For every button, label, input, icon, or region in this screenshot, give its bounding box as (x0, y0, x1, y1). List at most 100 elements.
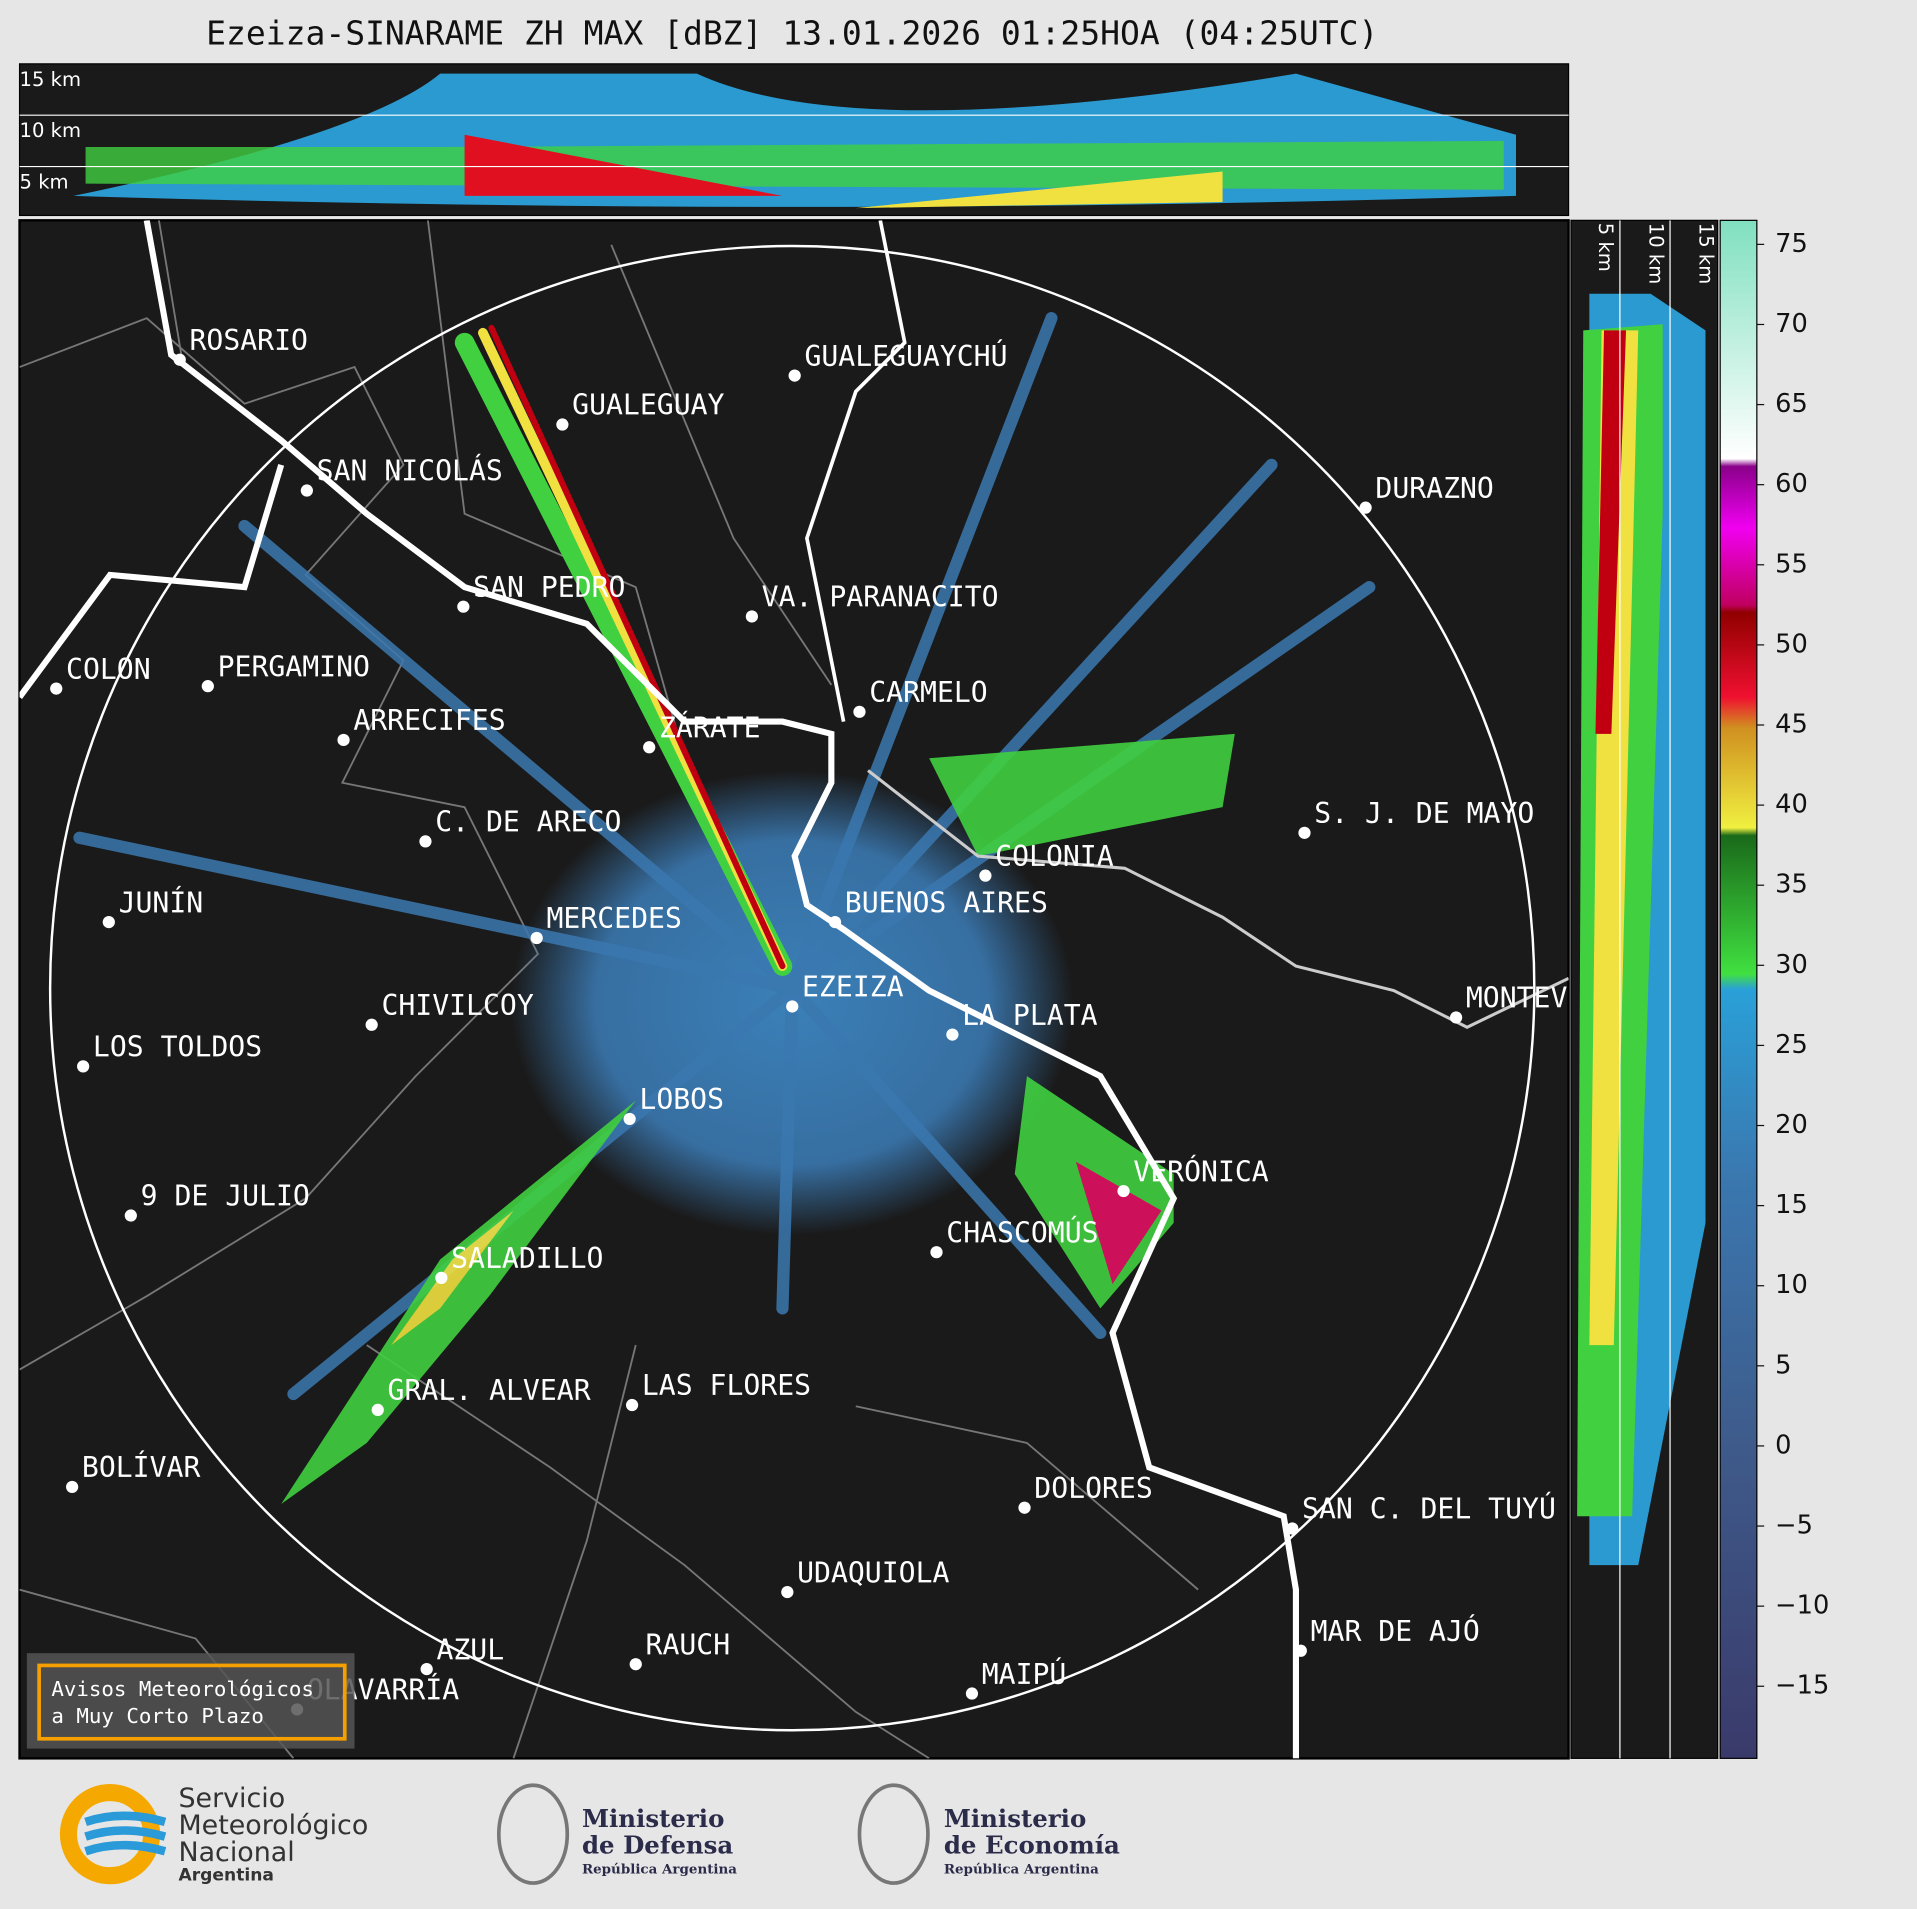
city-label: VA. PARANACITO (762, 581, 999, 614)
city-label: DURAZNO (1375, 472, 1493, 505)
city-dot (853, 705, 866, 718)
city-dot (623, 1112, 636, 1126)
smn-text: Meteorológico (178, 1810, 368, 1841)
city-label: ZÁRATE (659, 710, 761, 744)
city-label: LOS TOLDOS (93, 1031, 262, 1064)
city-dot (1359, 501, 1372, 514)
city-dot (781, 1585, 794, 1599)
echo-cells (281, 733, 1235, 1505)
colorbar-tick-label: 60 (1775, 469, 1808, 499)
city-label: LAS FLORES (642, 1369, 811, 1402)
colorbar-tick-label: 70 (1775, 309, 1808, 339)
colorbar-tick-label: 25 (1775, 1030, 1808, 1060)
city-dot (788, 369, 801, 382)
city-label: LA PLATA (962, 999, 1097, 1032)
city-dot (828, 915, 842, 929)
right-panel: 5 km 10 km 15 km (1570, 219, 1719, 1759)
top-panel: 15 km 10 km 5 km (18, 63, 1570, 217)
city-label: MAR DE AJÓ (1311, 1614, 1480, 1648)
ministry-text: de Defensa (582, 1831, 733, 1860)
city-dot (457, 600, 470, 613)
city-dot (786, 1000, 799, 1013)
city-label: DOLORES (1034, 1472, 1152, 1505)
smn-text: Nacional (178, 1837, 294, 1868)
city-label: GRAL. ALVEAR (388, 1374, 591, 1407)
city-dot (435, 1271, 448, 1284)
ministry-text: Ministerio (582, 1804, 724, 1833)
city-label: SAN PEDRO (473, 571, 625, 604)
city-label: S. J. DE MAYO (1314, 797, 1534, 830)
city-dot (530, 931, 543, 945)
city-label: AZUL (436, 1633, 504, 1666)
colorbar-tick-label: 35 (1775, 870, 1808, 900)
colorbar-tick-label: 75 (1775, 229, 1808, 259)
colorbar-tick-label: 0 (1775, 1430, 1791, 1460)
city-dot (965, 1687, 979, 1700)
city-dot (643, 741, 656, 754)
city-label: CARMELO (869, 676, 987, 709)
city-label: GUALEGUAYCHÚ (804, 339, 1007, 373)
footer: Servicio Meteorológico Nacional Argentin… (59, 1783, 1120, 1886)
city-dot (629, 1658, 642, 1671)
smn-text: Argentina (178, 1866, 273, 1886)
city-label: C. DE ARECO (435, 806, 621, 839)
city-dot (1117, 1184, 1130, 1198)
map-panel: ROSARIO GUALEGUAYCHÚ GUALEGUAY SAN NICOLÁS D… (18, 219, 1570, 1760)
ministry-text: República Argentina (944, 1861, 1099, 1877)
alert-text[interactable]: Avisos Meteorológicos (51, 1677, 314, 1701)
city-label: COLON (66, 653, 151, 686)
colorbar-tick-label: 50 (1775, 629, 1808, 659)
ministry-text: Ministerio (944, 1804, 1086, 1833)
city-label: CHIVILCOY (381, 989, 533, 1022)
colorbar-tick-label: 5 (1775, 1350, 1791, 1380)
city-dot (173, 353, 186, 366)
colorbar-tick-label: −15 (1775, 1671, 1829, 1701)
city-label: SALADILLO (451, 1242, 603, 1275)
height-label: 5 km (20, 171, 69, 194)
colorbar-tick-label: −5 (1775, 1511, 1813, 1541)
height-label: 10 km (20, 119, 81, 142)
range-ring (48, 244, 1536, 1732)
city-label: UDAQUIOLA (797, 1556, 949, 1589)
city-label: LOBOS (639, 1083, 724, 1116)
city-label: VERÓNICA (1133, 1154, 1268, 1188)
city-dot (930, 1246, 943, 1259)
city-dot (102, 915, 115, 929)
city-dot (201, 680, 214, 693)
city-label: ROSARIO (189, 324, 307, 357)
city-dot (979, 869, 992, 882)
city-dot (50, 682, 63, 695)
city-dot (625, 1398, 639, 1412)
height-label: 15 km (20, 68, 81, 91)
city-label: GUALEGUAY (572, 389, 724, 422)
city-dot (300, 484, 313, 497)
title: Ezeiza-SINARAME ZH MAX [dBZ] 13.01.2026 … (206, 13, 1378, 52)
city-dot (371, 1403, 384, 1417)
colorbar-scale (1719, 219, 1758, 1759)
city-dot (419, 835, 432, 848)
rivers-coast (19, 220, 1299, 1759)
city-dot (1449, 1011, 1463, 1024)
city-label: ARRECIFES (353, 704, 505, 737)
city-dot (66, 1480, 79, 1494)
colorbar-tick-label: 45 (1775, 709, 1808, 739)
city-label: BOLÍVAR (82, 1450, 201, 1484)
city-dot (365, 1018, 378, 1031)
city-dot (1018, 1501, 1031, 1514)
alert-button[interactable]: Avisos Meteorológicos a Muy Corto Plazo (26, 1653, 355, 1749)
city-label: RAUCH (646, 1628, 731, 1661)
city-dot (337, 733, 350, 747)
colorbar-tick-label: 65 (1775, 389, 1808, 419)
alert-text[interactable]: a Muy Corto Plazo (51, 1704, 264, 1728)
city-dot (1286, 1522, 1299, 1535)
city-dot (556, 418, 569, 431)
colorbar-tick-label: 40 (1775, 790, 1808, 820)
ministry-text: República Argentina (582, 1861, 737, 1877)
city-label: CHASCOMÚS (946, 1215, 1098, 1249)
city-dot (946, 1028, 959, 1041)
city-label: 9 DE JULIO (141, 1180, 310, 1213)
city-dot (1298, 826, 1311, 839)
city-dot (745, 610, 758, 623)
